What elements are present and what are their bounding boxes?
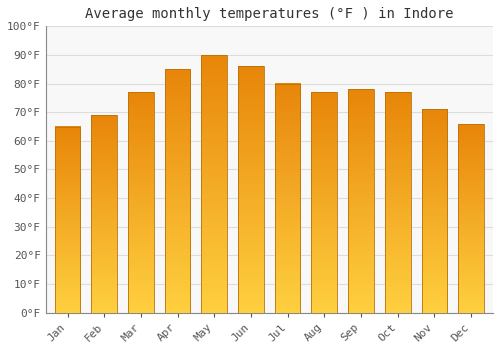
Bar: [348, 89, 374, 313]
Bar: [54, 126, 80, 313]
Bar: [92, 115, 117, 313]
Title: Average monthly temperatures (°F ) in Indore: Average monthly temperatures (°F ) in In…: [85, 7, 454, 21]
Bar: [385, 92, 410, 313]
Bar: [238, 66, 264, 313]
Bar: [422, 109, 447, 313]
Bar: [275, 84, 300, 313]
Bar: [312, 92, 337, 313]
Bar: [202, 55, 227, 313]
Bar: [458, 124, 484, 313]
Bar: [128, 92, 154, 313]
Bar: [165, 69, 190, 313]
